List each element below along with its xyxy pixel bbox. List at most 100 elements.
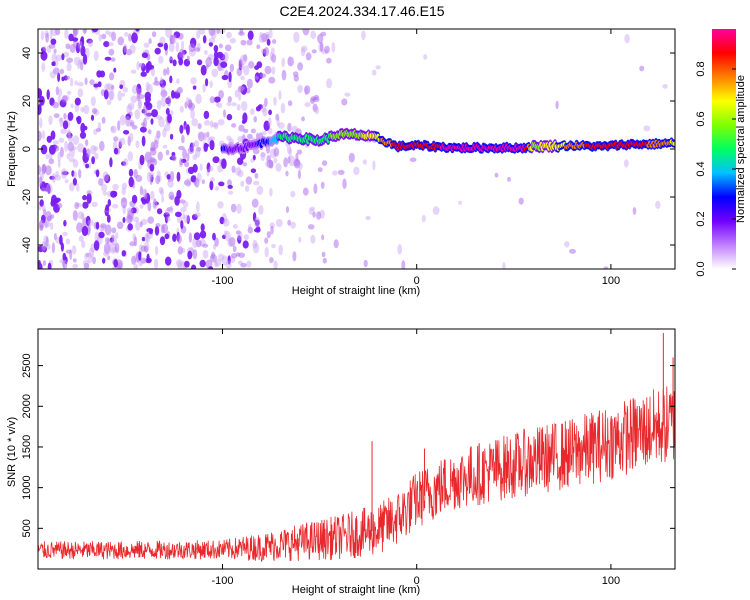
noise-blob	[118, 141, 122, 149]
noise-blob	[45, 236, 49, 247]
noise-blob	[305, 52, 312, 61]
noise-blob	[285, 206, 290, 214]
noise-blob	[156, 170, 161, 179]
noise-blob	[202, 249, 209, 259]
bottom-y-axis-label: SNR (10 * v/v)	[6, 417, 18, 487]
colorbar-tick-label: 0.6	[695, 111, 707, 126]
noise-blob	[241, 101, 248, 111]
noise-blob	[77, 63, 81, 70]
noise-blob	[77, 211, 85, 220]
noise-blob	[256, 61, 263, 69]
noise-blob	[197, 132, 202, 139]
noise-blob	[130, 95, 138, 104]
noise-blob	[149, 164, 155, 172]
noise-blob	[187, 146, 195, 155]
noise-blob	[96, 70, 102, 78]
noise-blob	[166, 215, 171, 222]
noise-blob	[139, 185, 144, 196]
noise-blob	[139, 204, 144, 209]
noise-blob	[119, 260, 124, 266]
noise-blob	[283, 157, 288, 168]
noise-blob	[69, 249, 73, 260]
noise-blob	[271, 243, 276, 249]
noise-blob	[111, 31, 117, 42]
noise-blob	[170, 110, 174, 116]
noise-blob	[202, 243, 209, 248]
noise-blob	[166, 207, 173, 212]
noise-blob	[202, 133, 207, 139]
noise-blob	[41, 240, 47, 252]
noise-blob	[139, 221, 143, 228]
noise-blob	[65, 75, 71, 80]
noise-blob	[87, 252, 93, 264]
top-x-tick-label: 0	[414, 275, 420, 287]
noise-blob	[72, 210, 78, 221]
noise-blob	[136, 61, 140, 71]
noise-blob	[225, 260, 232, 269]
noise-blob	[176, 171, 181, 182]
noise-blob	[639, 65, 645, 72]
noise-blob	[128, 132, 134, 143]
noise-blob	[124, 116, 131, 127]
noise-blob	[218, 90, 225, 99]
noise-blob	[92, 256, 96, 265]
noise-blob	[169, 195, 175, 201]
noise-blob	[203, 132, 208, 141]
noise-blob	[132, 216, 140, 222]
noise-blob	[135, 29, 140, 32]
noise-blob	[77, 81, 84, 87]
noise-blob	[261, 33, 268, 43]
noise-blob	[109, 243, 117, 254]
noise-blob	[211, 68, 219, 78]
noise-blob	[208, 37, 216, 44]
noise-blob	[281, 69, 287, 81]
noise-blob	[145, 232, 150, 244]
noise-blob	[125, 113, 131, 121]
top-y-tick-label: 40	[21, 47, 33, 59]
noise-blob	[140, 257, 147, 264]
noise-blob	[175, 211, 182, 217]
top-y-tick-label: 20	[21, 95, 33, 107]
noise-blob	[113, 259, 118, 268]
noise-blob	[42, 260, 47, 267]
noise-blob	[196, 146, 202, 152]
noise-blob	[69, 182, 75, 192]
noise-blob	[348, 152, 355, 163]
noise-blob	[59, 117, 64, 128]
noise-blob	[168, 42, 175, 53]
noise-blob	[167, 179, 174, 188]
noise-blob	[90, 145, 97, 155]
noise-blob	[210, 120, 214, 128]
noise-blob	[564, 241, 570, 248]
noise-blob	[310, 234, 316, 244]
noise-blob	[423, 54, 428, 60]
noise-blob	[160, 224, 165, 234]
noise-blob	[313, 183, 318, 194]
noise-blob	[133, 263, 138, 269]
noise-blob	[217, 201, 224, 209]
noise-blob	[169, 75, 173, 84]
noise-blob	[219, 216, 225, 225]
noise-blob	[122, 45, 127, 56]
bottom-y-tick-label: 2000	[21, 394, 33, 418]
noise-blob	[60, 128, 68, 134]
noise-blob	[169, 205, 174, 214]
noise-blob	[326, 78, 333, 89]
noise-blob	[146, 171, 152, 183]
noise-blob	[66, 57, 73, 63]
noise-blob	[324, 45, 330, 54]
noise-blob	[81, 225, 89, 237]
noise-blob	[264, 65, 272, 75]
noise-blob	[201, 179, 205, 184]
noise-blob	[54, 29, 61, 36]
noise-blob	[69, 147, 75, 158]
noise-blob	[199, 259, 206, 268]
noise-blob	[319, 42, 324, 52]
noise-blob	[190, 77, 197, 85]
noise-blob	[126, 214, 133, 224]
top-y-tick-label: -20	[21, 189, 33, 205]
noise-blob	[157, 151, 163, 161]
noise-blob	[314, 106, 319, 115]
noise-blob	[226, 31, 232, 39]
noise-blob	[98, 178, 104, 186]
